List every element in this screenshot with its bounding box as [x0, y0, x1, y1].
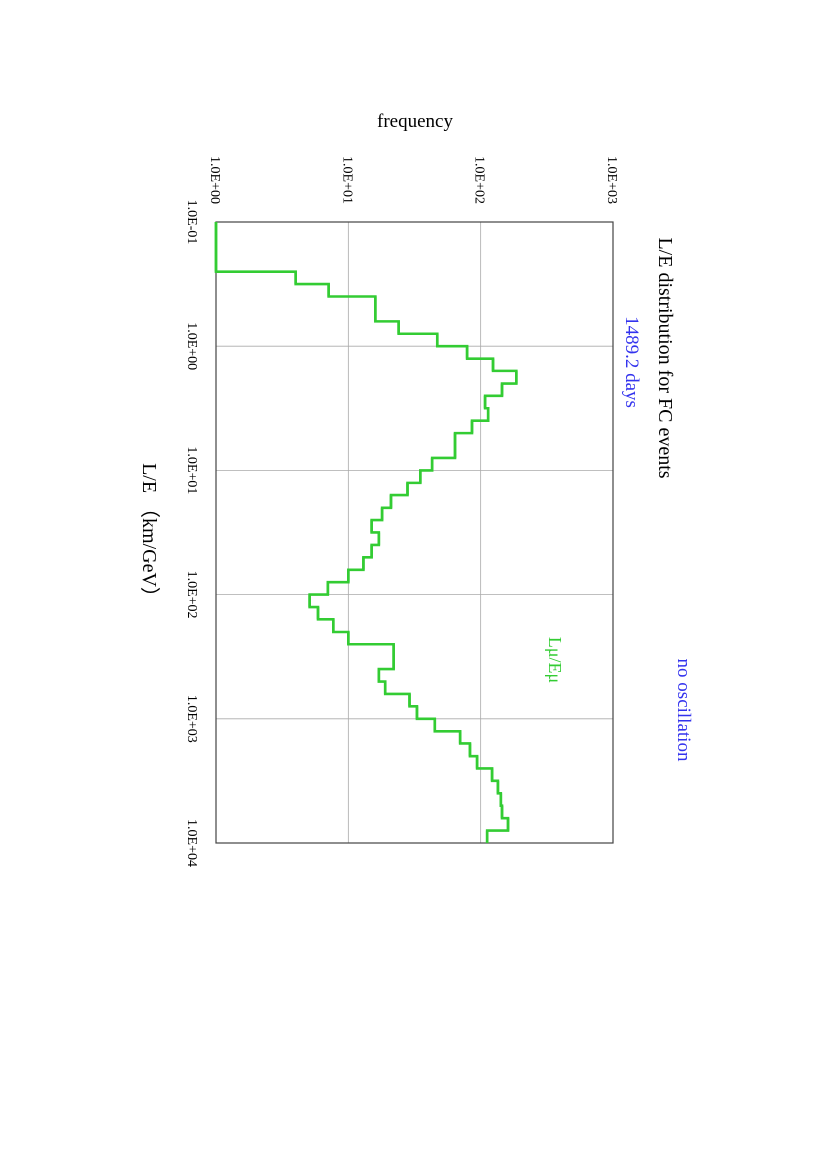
y-axis-label: frequency: [377, 111, 453, 132]
plot-group: L/E distribution for FC events 1489.2 da…: [138, 156, 694, 867]
plot-frame: [215, 221, 614, 844]
subtitle: 1489.2 days: [621, 316, 642, 408]
legend-label: Lμ/Eμ: [545, 637, 565, 683]
chart-title: L/E distribution for FC events: [654, 237, 676, 478]
x-tick-label: 1.0E+04: [184, 819, 199, 867]
y-tick-label: 1.0E+03: [604, 156, 619, 204]
y-tick-label: 1.0E+01: [339, 156, 354, 204]
annotation: no oscillation: [673, 659, 694, 762]
x-tick-label: 1.0E-01: [184, 200, 199, 245]
y-tick-label: 1.0E+00: [207, 156, 222, 204]
y-tick-label: 1.0E+02: [472, 156, 487, 204]
x-axis-label: L/E （km/GeV）: [138, 463, 161, 607]
x-tick-label: 1.0E+02: [184, 571, 199, 619]
x-tick-label: 1.0E+00: [184, 322, 199, 370]
x-tick-label: 1.0E+03: [184, 695, 199, 743]
bin-connector: [214, 222, 518, 843]
x-tick-label: 1.0E+01: [184, 446, 199, 494]
